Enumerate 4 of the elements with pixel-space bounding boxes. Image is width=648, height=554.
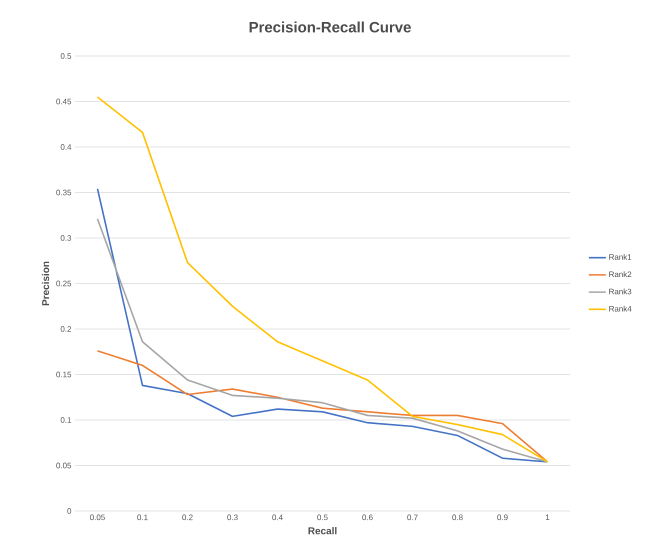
y-axis-title: Precision xyxy=(42,262,50,306)
line-series xyxy=(96,96,548,463)
chart-title: Precision-Recall Curve xyxy=(250,22,411,32)
x-axis-title: Recall xyxy=(308,527,336,534)
